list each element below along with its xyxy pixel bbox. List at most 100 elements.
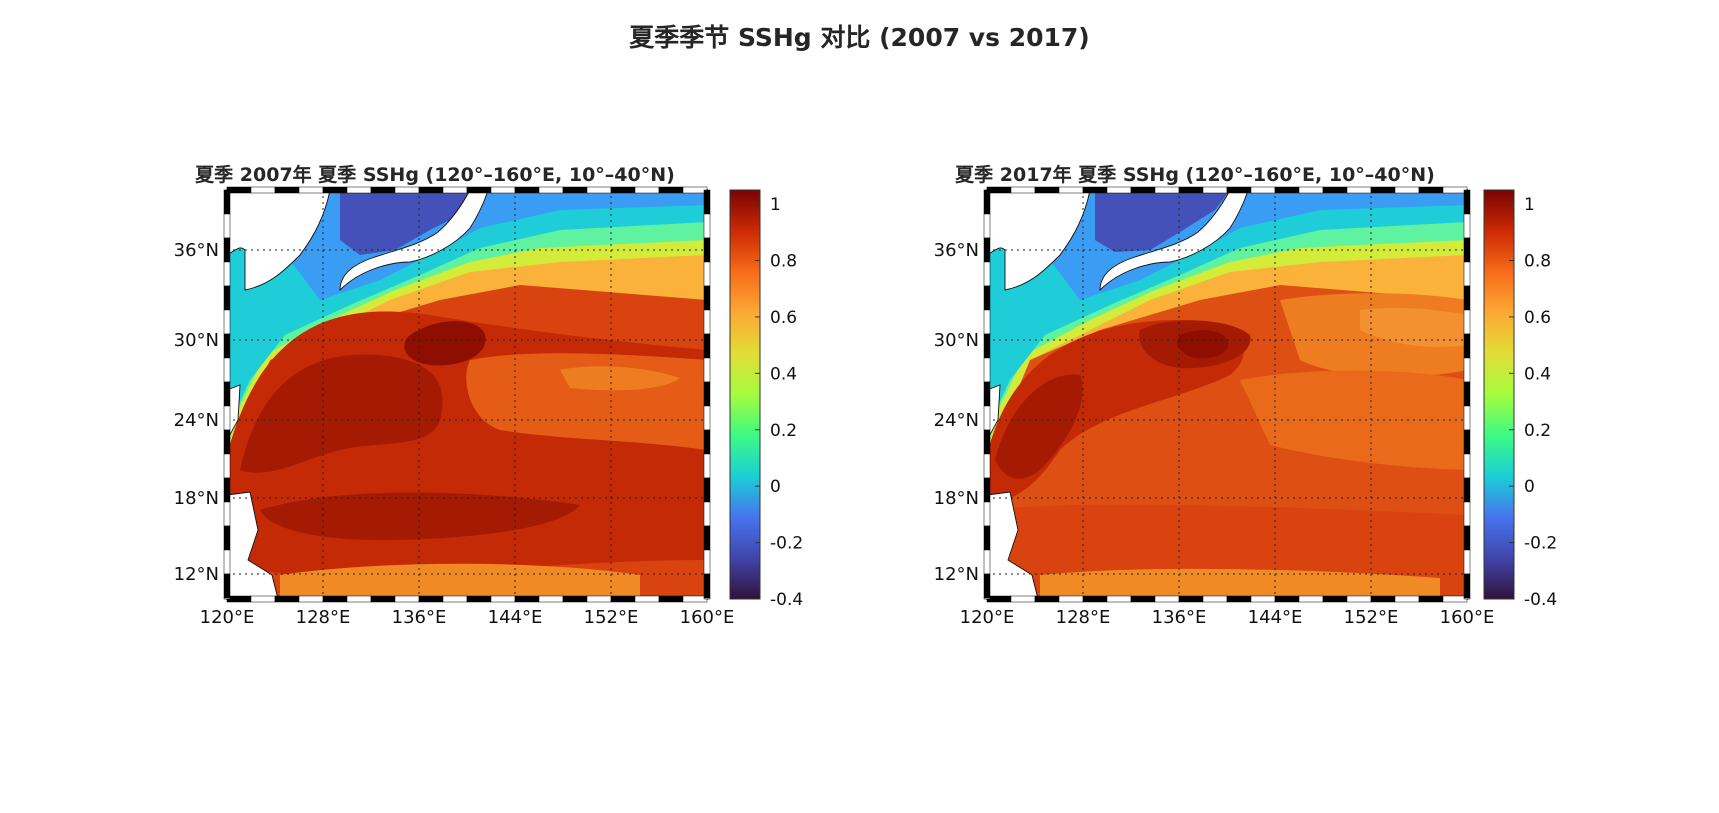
frame-segment-bottom [1106,595,1132,603]
panel-title-2017: 夏季 2017年 夏季 SSHg (120°–160°E, 10°–40°N) [955,164,1435,186]
frame-segment-left [223,501,231,527]
x-tick-labels-2007: 120°E 128°E 136°E 144°E 152°E 160°E [200,607,735,628]
frame-segment-left [983,261,991,287]
frame-segment-bottom [466,595,492,603]
frame-segment-top [1418,186,1444,194]
frame-segment-top [1034,186,1060,194]
frame-segment-bottom [1250,595,1276,603]
frame-segment-left [983,357,991,383]
frame-segment-right [703,405,711,431]
frame-segment-right [1463,525,1471,551]
frame-segment-left [223,285,231,311]
frame-segment-right [1463,285,1471,311]
frame-segment-bottom [562,595,588,603]
frame-segment-left [983,501,991,527]
x-tick-label: 120°E [200,607,255,628]
frame-segment-top [1154,186,1180,194]
x-tick-label: 152°E [584,607,639,628]
frame-segment-bottom [394,595,420,603]
frame-segment-top [418,186,444,194]
frame-segment-bottom [1418,595,1444,603]
frame-segment-right [1463,501,1471,527]
y-tick-label: 30°N [174,330,219,351]
frame-segment-right [703,549,711,575]
frame-segment-left [983,285,991,311]
x-tick-label: 128°E [296,607,351,628]
frame-segment-right [703,381,711,407]
frame-segment-bottom [1370,595,1396,603]
contour-max-core [404,321,486,366]
frame-segment-left [223,453,231,479]
frame-segment-top [1178,186,1204,194]
frame-segment-bottom [490,595,516,603]
frame-segment-bottom [250,595,276,603]
map-panel-2007: 120°E 128°E 136°E 144°E 152°E 160°E 12°N 18°N 2… [174,186,803,628]
frame-segment-top [298,186,324,194]
colorbar-tick-label: 0.8 [770,252,797,272]
frame-segment-bottom [1058,595,1084,603]
frame-segment-top [466,186,492,194]
frame-segment-right [1463,237,1471,263]
frame-segment-left [223,381,231,407]
frame-segment-right [1463,597,1471,600]
frame-segment-right [703,453,711,479]
frame-checker-2007 [223,186,711,603]
figure-title: 夏季季节 SSHg 对比 (2007 vs 2017) [629,23,1090,52]
frame-segment-top [1226,186,1252,194]
frame-segment-right [1463,549,1471,575]
frame-segment-top [1274,186,1300,194]
contour-light-orange [560,366,680,391]
y-tick-label: 18°N [934,488,979,509]
colorbar-tick-label: 0 [1524,477,1535,497]
frame-segment-right [1463,213,1471,239]
frame-segment-right [703,477,711,503]
y-tick-label: 24°N [174,410,219,431]
frame-segment-top [1250,186,1276,194]
frame-segment-bottom [1034,595,1060,603]
y-tick-label: 12°N [934,564,979,585]
frame-segment-right [703,573,711,599]
frame-segment-left [223,261,231,287]
frame-segment-top [514,186,540,194]
frame-segment-bottom [682,595,708,603]
frame-segment-top [274,186,300,194]
frame-segment-bottom [1394,595,1420,603]
frame-segment-left [223,405,231,431]
frame-segment-bottom [1082,595,1108,603]
frame-segment-right [703,525,711,551]
frame-segment-bottom [1130,595,1156,603]
frame-segment-left [223,573,231,599]
frame-segment-top [610,186,636,194]
frame-segment-left [223,525,231,551]
frame-segment-top [682,186,708,194]
contour-dark-red-south [260,492,580,540]
frame-segment-top [322,186,348,194]
y-tick-labels-2017: 12°N 18°N 24°N 30°N 36°N [934,240,979,585]
frame-segment-left [983,189,991,215]
frame-segment-right [1463,357,1471,383]
frame-segment-top [1010,186,1036,194]
frame-segment-right [703,237,711,263]
x-tick-label: 144°E [1248,607,1303,628]
frame-segment-bottom [370,595,396,603]
y-tick-labels-2007: 12°N 18°N 24°N 30°N 36°N [174,240,219,585]
frame-segment-top [634,186,660,194]
frame-segment-left [983,525,991,551]
frame-segment-top [370,186,396,194]
frame-segment-left [983,333,991,359]
frame-segment-left [983,573,991,599]
frame-segment-bottom [658,595,684,603]
frame-segment-left [223,477,231,503]
frame-segment-left [223,309,231,335]
colorbar-tick-label: 0.8 [1524,252,1551,272]
contour-pale-orange-ne [1360,307,1467,347]
frame-segment-top [1370,186,1396,194]
frame-segment-right [1463,453,1471,479]
frame-segment-right [1463,381,1471,407]
y-tick-label: 12°N [174,564,219,585]
frame-segment-left [983,381,991,407]
frame-segment-bottom [986,595,1012,603]
colorbar-tick-label: 0.4 [770,364,797,384]
frame-segment-top [1202,186,1228,194]
